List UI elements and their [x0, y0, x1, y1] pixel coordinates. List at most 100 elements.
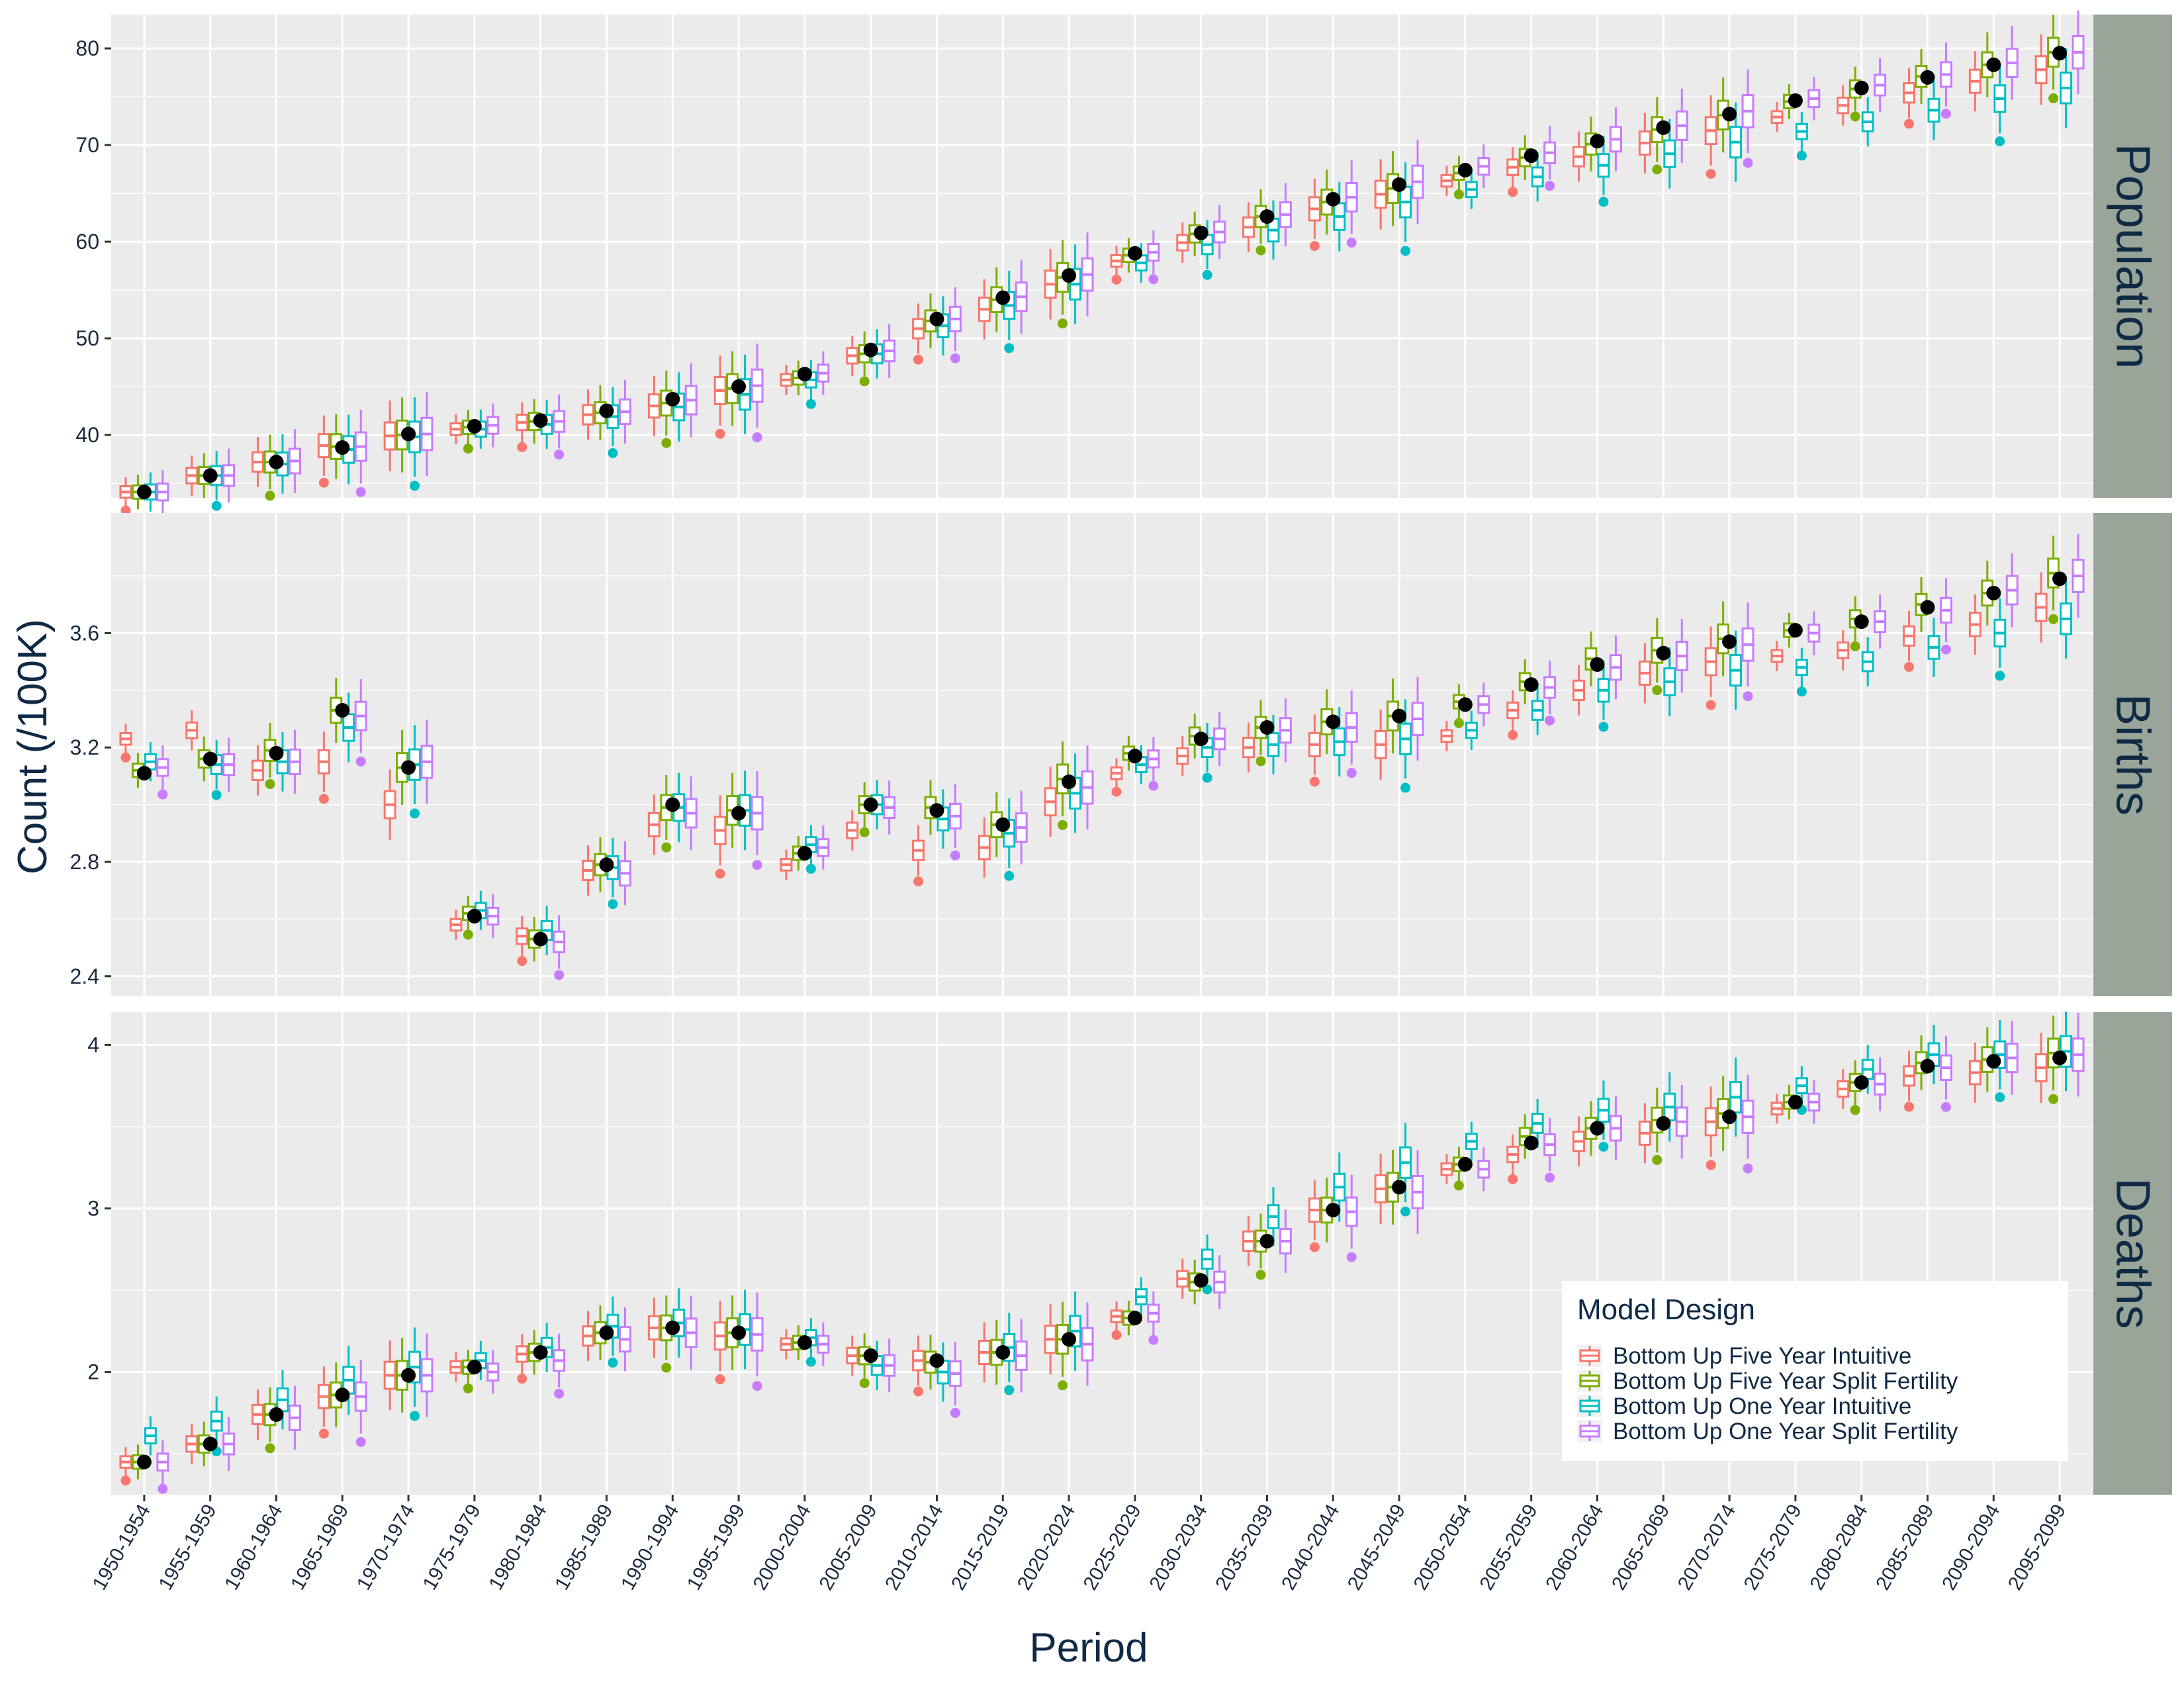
observed-point — [1127, 749, 1142, 764]
observed-point — [929, 1353, 944, 1368]
observed-point — [2052, 46, 2068, 61]
box-outlier — [1453, 189, 1464, 200]
observed-point — [929, 311, 944, 326]
box-outlier — [1111, 274, 1122, 285]
observed-point — [1656, 120, 1671, 135]
facet-strip-label: Births — [2107, 694, 2160, 816]
observed-point — [797, 367, 812, 382]
legend: Model Design Bottom Up Five Year Intuitiv… — [1562, 1281, 2068, 1461]
observed-point — [269, 1407, 284, 1422]
box-outlier — [1850, 641, 1860, 651]
box-outlier — [1400, 1206, 1411, 1217]
box-outlier — [517, 442, 527, 452]
observed-point — [533, 413, 548, 428]
box-outlier — [158, 1483, 168, 1494]
observed-point — [995, 817, 1011, 832]
box-outlier — [1400, 246, 1411, 256]
box-outlier — [1309, 1242, 1320, 1252]
box-outlier — [1796, 686, 1807, 697]
box-outlier — [859, 827, 870, 837]
box-outlier — [1706, 169, 1716, 179]
y-tick-label: 2 — [87, 1360, 99, 1384]
observed-point — [599, 1325, 614, 1340]
observed-points — [136, 46, 2068, 500]
box-outlier — [355, 487, 366, 497]
observed-point — [929, 803, 944, 818]
box-outlier — [1904, 118, 1915, 129]
observed-point — [599, 857, 614, 872]
box-outlier — [1652, 1154, 1662, 1165]
observed-point — [1259, 720, 1275, 735]
y-tick-label: 2.4 — [70, 964, 99, 988]
legend-entry-label: Bottom Up Five Year Split Fertility — [1613, 1368, 1958, 1394]
observed-point — [1920, 600, 1935, 615]
box-outlier — [1508, 1174, 1518, 1184]
box-outlier — [1995, 671, 2005, 681]
observed-point — [1392, 1180, 1407, 1195]
observed-point — [731, 379, 747, 395]
observed-point — [1854, 80, 1869, 95]
box-outlier — [211, 500, 222, 511]
box-outlier — [1400, 782, 1411, 793]
observed-point — [797, 846, 812, 861]
y-tick-label: 3.6 — [70, 621, 99, 645]
observed-point — [1656, 645, 1671, 661]
box-outlier — [1111, 786, 1122, 797]
series-1-boxes — [119, 572, 2048, 966]
observed-point — [863, 1348, 878, 1363]
observed-point — [731, 1325, 747, 1340]
x-tick-label: 1965-1969 — [287, 1501, 353, 1594]
box-outlier — [1904, 661, 1915, 672]
x-tick-label: 1955-1959 — [154, 1501, 220, 1594]
observed-point — [136, 485, 152, 500]
box-outlier — [1545, 1172, 1555, 1183]
observed-point — [665, 392, 680, 407]
box-outlier — [1652, 685, 1662, 696]
observed-point — [1788, 1094, 1803, 1109]
observed-point — [1062, 268, 1077, 283]
box-outlier — [120, 752, 131, 763]
x-tick-label: 2080-2084 — [1805, 1501, 1872, 1594]
y-tick-label: 4 — [87, 1033, 99, 1056]
panels-layer: 40 50 60 70 80 Population 2.4 2.8 3.2 3.6 Births 2 3… — [70, 10, 2172, 1495]
series-4-boxes — [156, 534, 2085, 980]
legend-title: Model Design — [1577, 1293, 1755, 1326]
box-outlier — [318, 477, 329, 488]
x-tick-label: 2065-2069 — [1608, 1501, 1674, 1594]
observed-point — [1788, 623, 1803, 638]
observed-point — [731, 806, 747, 821]
box-outlier — [805, 864, 816, 874]
observed-point — [1854, 1075, 1869, 1090]
box-outlier — [2048, 93, 2059, 104]
y-tick-label: 60 — [75, 230, 99, 254]
series-1-boxes — [119, 1032, 2048, 1486]
x-tick-label: 2010-2014 — [881, 1501, 947, 1594]
legend-entry-label: Bottom Up Five Year Intuitive — [1613, 1343, 1911, 1369]
box-outlier — [1850, 1105, 1860, 1115]
x-tick-label: 1950-1954 — [89, 1501, 155, 1594]
box-outlier — [715, 1374, 725, 1385]
box-outlier — [318, 794, 329, 804]
box-outlier — [608, 1358, 618, 1368]
box-outlier — [913, 1386, 924, 1397]
legend-entry-label: Bottom Up One Year Split Fertility — [1613, 1419, 1958, 1444]
facet-strip-label: Population — [2107, 144, 2160, 369]
box-outlier — [1058, 1380, 1068, 1391]
box-outlier — [410, 481, 420, 491]
box-outlier — [1508, 187, 1518, 197]
observed-point — [203, 468, 218, 483]
observed-point — [269, 745, 284, 761]
box-outlier — [1346, 238, 1357, 248]
x-tick-label: 2020-2024 — [1013, 1501, 1079, 1594]
x-tick-label: 2045-2049 — [1343, 1501, 1410, 1594]
x-tick-label: 1990-1994 — [617, 1501, 683, 1594]
box-outlier — [752, 860, 762, 870]
box-outlier — [859, 1378, 870, 1388]
box-outlier — [1202, 773, 1212, 783]
box-outlier — [1148, 780, 1159, 791]
box-outlier — [913, 354, 924, 365]
observed-point — [136, 1454, 152, 1470]
observed-point — [1062, 1332, 1077, 1347]
box-outlier — [805, 399, 816, 409]
observed-point — [1193, 225, 1208, 240]
